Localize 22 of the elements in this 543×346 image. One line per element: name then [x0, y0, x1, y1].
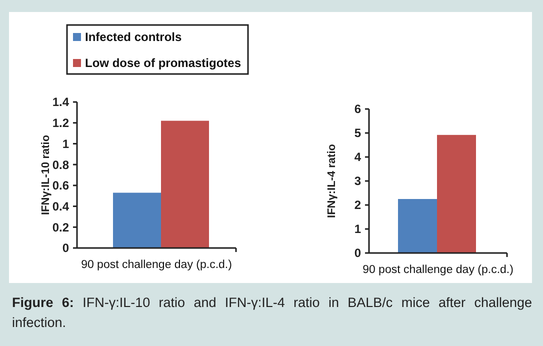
y-axis-title: IFNγ:IL-10 ratio	[40, 134, 52, 216]
y-tick-label: 2	[354, 198, 362, 212]
y-tick-label: 0.8	[52, 158, 70, 172]
y-tick-label: 1	[62, 136, 70, 151]
y-tick-label: 1.4	[52, 95, 70, 110]
y-tick-label: 0	[354, 246, 362, 260]
y-tick-label: 5	[354, 126, 362, 140]
y-tick-label: 1.2	[52, 116, 70, 130]
legend-label: Infected controls	[85, 30, 182, 44]
y-tick-label: 0.4	[52, 199, 70, 214]
y-tick-label: 0.6	[52, 178, 70, 193]
y-tick-label: 3	[354, 174, 362, 188]
text: Figure 6: IFN-γ:IL-10 ratio and IFN-γ:IL-4 ratio in BALB/c mice after challenge infection.	[12, 295, 532, 330]
y-axis-title: IFNγ:IL-4 ratio	[326, 144, 338, 218]
y-tick-label: 0.2	[52, 220, 70, 234]
legend-label: Low dose of promastigotes	[85, 56, 242, 70]
y-tick-label: 0	[62, 241, 70, 256]
y-tick-label: 6	[354, 102, 362, 116]
x-tick-label: 90 post challenge day (p.c.d.)	[81, 259, 232, 271]
y-tick-label: 1	[354, 222, 362, 236]
x-tick-label: 90 post challenge day (p.c.d.)	[362, 264, 514, 276]
y-tick-label: 4	[354, 150, 362, 164]
